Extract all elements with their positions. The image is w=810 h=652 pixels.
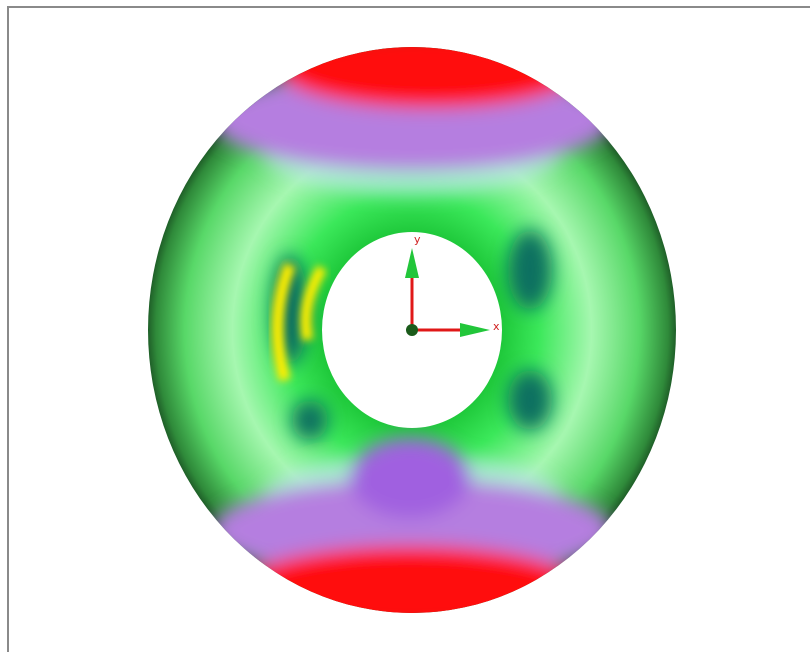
dark-spot: [508, 370, 552, 430]
dark-spot: [508, 230, 552, 310]
y-axis-label: y: [414, 233, 421, 246]
origin: [406, 324, 418, 336]
purple-band: [350, 438, 470, 518]
viewport: y x: [0, 0, 810, 652]
x-axis-label: x: [493, 320, 500, 333]
dark-spot: [292, 400, 328, 440]
